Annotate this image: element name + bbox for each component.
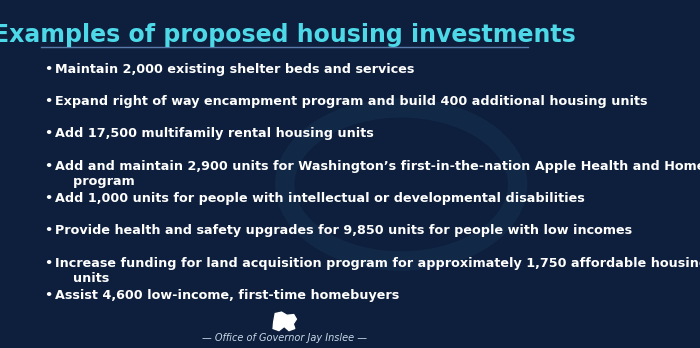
Text: Add 1,000 units for people with intellectual or developmental disabilities: Add 1,000 units for people with intellec… bbox=[55, 192, 584, 205]
Text: Increase funding for land acquisition program for approximately 1,750 affordable: Increase funding for land acquisition pr… bbox=[55, 257, 700, 285]
Text: •: • bbox=[44, 95, 52, 108]
Text: •: • bbox=[44, 160, 52, 173]
Text: Maintain 2,000 existing shelter beds and services: Maintain 2,000 existing shelter beds and… bbox=[55, 63, 414, 76]
Text: Examples of proposed housing investments: Examples of proposed housing investments bbox=[0, 23, 576, 47]
Text: •: • bbox=[44, 224, 52, 237]
Polygon shape bbox=[273, 312, 296, 331]
Text: •: • bbox=[44, 127, 52, 140]
Text: — Office of Governor Jay Inslee —: — Office of Governor Jay Inslee — bbox=[202, 333, 368, 343]
Text: •: • bbox=[44, 192, 52, 205]
Text: Assist 4,600 low-income, first-time homebuyers: Assist 4,600 low-income, first-time home… bbox=[55, 289, 399, 302]
Text: Add and maintain 2,900 units for Washington’s first-in-the-nation Apple Health a: Add and maintain 2,900 units for Washing… bbox=[55, 160, 700, 188]
Text: Expand right of way encampment program and build 400 additional housing units: Expand right of way encampment program a… bbox=[55, 95, 647, 108]
Text: •: • bbox=[44, 257, 52, 270]
Text: Provide health and safety upgrades for 9,850 units for people with low incomes: Provide health and safety upgrades for 9… bbox=[55, 224, 631, 237]
Text: Add 17,500 multifamily rental housing units: Add 17,500 multifamily rental housing un… bbox=[55, 127, 373, 140]
Text: •: • bbox=[44, 289, 52, 302]
Text: •: • bbox=[44, 63, 52, 76]
